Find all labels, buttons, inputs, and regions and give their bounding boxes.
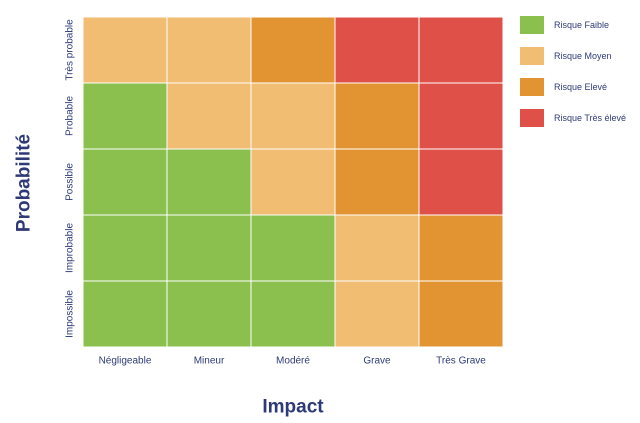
legend-swatch xyxy=(520,109,544,127)
heatmap-cell xyxy=(250,82,336,150)
heatmap-cell xyxy=(250,214,336,282)
y-axis-tick-labels: Très probable Probable Possible Improbable I… xyxy=(65,19,76,338)
legend-swatch xyxy=(520,16,544,34)
heatmap-cell xyxy=(166,214,252,282)
heatmap-cell xyxy=(418,214,504,282)
x-tick-label: Modéré xyxy=(276,356,310,367)
heatmap-cell xyxy=(334,82,420,150)
heatmap-cell xyxy=(418,280,504,348)
legend-item: Risque Moyen xyxy=(520,45,638,67)
heatmap-cell xyxy=(166,148,252,216)
legend-item: Risque Très élevé xyxy=(520,107,638,129)
heatmap-cell xyxy=(334,280,420,348)
x-tick-label: Très Grave xyxy=(436,356,486,367)
y-tick-label: Probable xyxy=(65,96,76,136)
heatmap-cell xyxy=(334,214,420,282)
heatmap-cell xyxy=(334,16,420,84)
x-axis-tick-labels: Négligeable Mineur Modéré Grave Très Grave xyxy=(99,356,487,367)
heatmap-cell xyxy=(418,148,504,216)
heatmap-cell xyxy=(166,82,252,150)
legend-label: Risque Elevé xyxy=(554,82,608,92)
heatmap-cell xyxy=(250,280,336,348)
heatmap-cell xyxy=(166,280,252,348)
y-tick-label: Possible xyxy=(65,163,76,201)
x-axis-title: Impact xyxy=(262,397,324,418)
x-tick-label: Grave xyxy=(363,356,391,367)
heatmap-cell xyxy=(82,148,168,216)
heatmap-cell xyxy=(82,280,168,348)
heatmap-cell xyxy=(418,16,504,84)
heatmap-cell xyxy=(82,214,168,282)
y-tick-label: Improbable xyxy=(65,223,76,273)
legend: Risque Faible Risque Moyen Risque Elevé Ris… xyxy=(520,14,638,138)
legend-item: Risque Elevé xyxy=(520,76,638,98)
y-tick-label: Impossible xyxy=(65,290,76,338)
heatmap-cell xyxy=(82,82,168,150)
heatmap-cell xyxy=(250,148,336,216)
x-tick-label: Mineur xyxy=(194,356,225,367)
x-tick-label: Négligeable xyxy=(99,356,152,367)
y-tick-label: Très probable xyxy=(65,19,76,81)
heatmap-cell xyxy=(418,82,504,150)
legend-swatch xyxy=(520,47,544,65)
heatmap-cells xyxy=(82,16,504,348)
legend-label: Risque Faible xyxy=(554,20,610,30)
legend-label: Risque Très élevé xyxy=(554,113,627,123)
legend-item: Risque Faible xyxy=(520,14,638,36)
legend-label: Risque Moyen xyxy=(554,51,612,61)
heatmap-cell xyxy=(250,16,336,84)
heatmap-cell xyxy=(166,16,252,84)
heatmap-cell xyxy=(334,148,420,216)
y-axis-title: Probabilité xyxy=(14,134,35,232)
legend-swatch xyxy=(520,78,544,96)
heatmap-cell xyxy=(82,16,168,84)
